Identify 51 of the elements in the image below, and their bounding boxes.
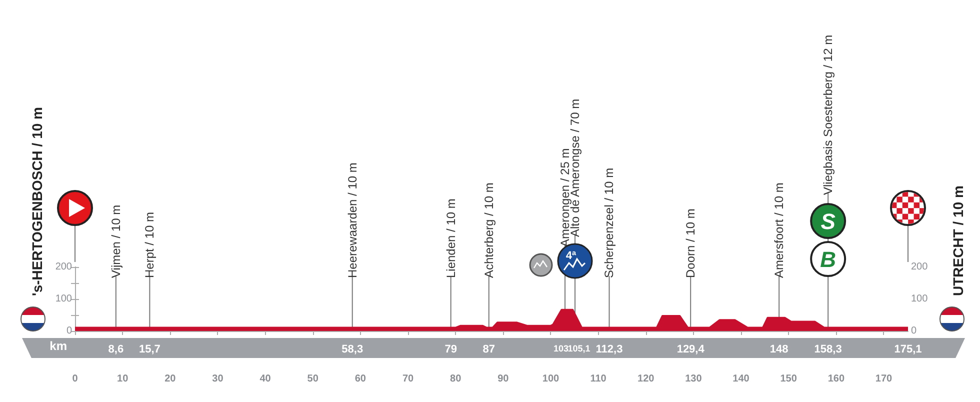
x-tick-label: 10 — [117, 374, 129, 384]
y2-tick-label: 100 — [55, 294, 72, 304]
ref-line-label: Achterberg / 10 m — [482, 182, 496, 278]
x2-axis-title: km — [50, 339, 67, 353]
x-tick-label: 110 — [590, 374, 607, 384]
x-tick-label: 40 — [260, 374, 272, 384]
x-tick-label: 80 — [450, 374, 462, 384]
letter-b-icon: B — [810, 241, 846, 277]
ref-line-label: Doorn / 10 m — [684, 208, 698, 278]
x-tick-label: 120 — [638, 374, 655, 384]
x2-tick-label: 175,1 — [894, 344, 922, 356]
text: UTRECHT / 10 m — [950, 186, 966, 296]
ref-line-label: Scherpenzeel / 10 m — [602, 168, 616, 278]
ref-line-label: Heerewaarden / 10 m — [345, 162, 360, 278]
y-tick-label: 0 — [911, 326, 917, 336]
ref-line-label: Amersfoort / 10 m — [772, 182, 786, 278]
y-tick-label: 100 — [911, 294, 928, 304]
x-tick-label: 60 — [354, 374, 366, 384]
y2-tick-label: 200 — [55, 262, 72, 272]
x2-tick-label: 87 — [482, 344, 496, 356]
annotation: B — [820, 247, 836, 272]
x-tick-label: 70 — [402, 374, 414, 384]
x-tick-label: 30 — [212, 374, 224, 384]
x-tick-label: 170 — [875, 374, 893, 384]
ref-line-label: Herpt / 10 m — [142, 212, 157, 278]
x2-tick-label: 15,7 — [138, 344, 160, 356]
x-tick-label: 20 — [164, 374, 176, 384]
x2-tick-label: 148 — [770, 344, 788, 356]
y2-tick-label: 0 — [66, 326, 72, 336]
x2-tick-label: 105,1 — [568, 344, 590, 354]
x-tick-label: 140 — [732, 374, 750, 384]
x2-tick-label: 112,3 — [596, 344, 623, 356]
x2-tick-label: 79 — [444, 344, 457, 356]
x2-tick-label: 58,3 — [342, 344, 364, 356]
x-tick-label: 150 — [780, 374, 798, 384]
x2-tick-label: 8,6 — [108, 344, 124, 356]
x-tick-label: 90 — [498, 374, 510, 384]
x2-tick-label: 158,3 — [814, 344, 842, 356]
ref-line-label: Vliegbasis Soesterberg / 12 m — [821, 34, 836, 195]
ref-line-label: Lienden / 10 m — [444, 198, 458, 278]
x-tick-label: 100 — [542, 374, 560, 384]
x2-tick-label: 129,4 — [676, 344, 706, 356]
y-tick-label: 200 — [911, 262, 928, 272]
ref-line-label: Vijmen / 10 m — [108, 204, 123, 278]
x-tick-label: 130 — [685, 374, 702, 384]
x2-tick-label: 103 — [553, 344, 569, 354]
x-tick-label: 160 — [828, 374, 845, 384]
x-tick-label: 50 — [307, 374, 319, 384]
text: 's-HERTOGENBOSCH / 10 m — [29, 107, 45, 296]
x-tick-label: 0 — [72, 374, 78, 384]
letter-s-icon: S — [810, 203, 846, 239]
